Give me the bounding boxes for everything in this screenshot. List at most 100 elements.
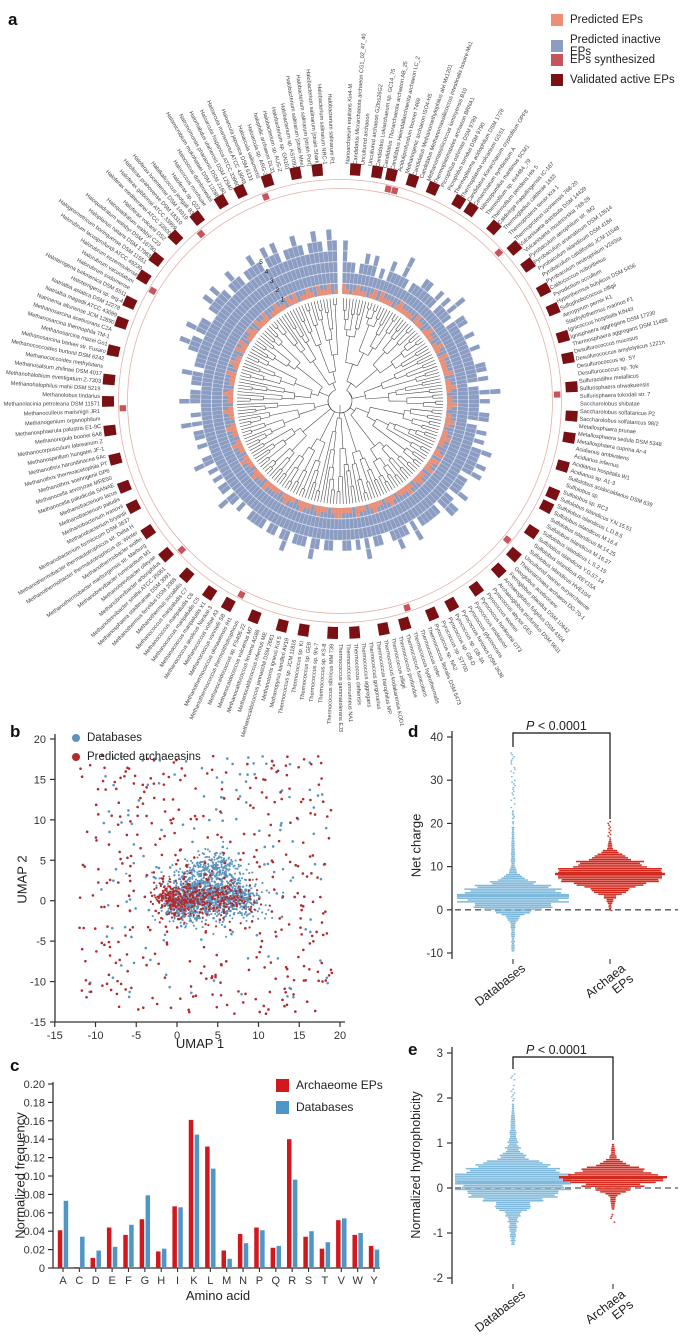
tick-label: 30 [430,775,443,787]
databases-dot-icon [72,734,80,742]
tick-label: I [176,1275,179,1287]
radial-tick-label: 2 [275,287,279,294]
tick-label: 15 [293,1030,305,1042]
tick-label: -10 [30,977,46,989]
species-label: Saccharolobus solfataricus P2 [579,408,656,418]
tick-label: -5 [131,1030,141,1042]
tick-label: -1 [433,1228,443,1240]
tick-label: 0.08 [24,1189,45,1201]
median-line [555,872,665,876]
panel-c-label: c [10,1056,20,1075]
tick-label: 10 [252,1030,264,1042]
radial-tick-label: 3 [270,278,274,285]
eps-synthesized-label: EPs synthesized [570,54,656,66]
species-label: Methanolobus tindarius [42,392,101,400]
tick-label: 0.06 [24,1208,45,1220]
median-line [457,893,569,897]
species-label: Methanolacinia petrolearia DSM 11571 [3,401,101,408]
tick-label: P [256,1275,263,1287]
tick-label: -10 [88,1030,104,1042]
tick-label: 20 [34,734,46,746]
tick-label: 0 [437,1183,443,1195]
species-label: Thermococcus sibiricus MM 739 [326,643,336,725]
phylo-tree [236,298,444,504]
umap-databases-label: Databases [87,732,142,744]
aa-legend-archaeome: Archaeome EPs [276,1078,383,1092]
aa-axes: 0.20 0.18 0.16 0.14 0.12 0.10 0.08 0.06 0.04 0.02… [24,1079,380,1287]
panel-e-label: e [408,1040,418,1059]
legend-item-validated-active: Validated active EPs [551,74,675,86]
tick-label: A [59,1275,67,1287]
eps-synthesized-swatch [551,54,563,66]
tick-label: -15 [47,1030,63,1042]
species-label: Sulfurisphaera tokodaii str. 7 [579,391,651,400]
tick-label: -5 [36,936,46,948]
legend-item-predicted-eps: Predicted EPs [551,14,643,26]
tick-label: M [222,1275,231,1287]
tick-label: 5 [40,855,46,867]
tick-label: F [125,1275,132,1287]
umap1-axis-label: UMAP 1 [175,1036,225,1051]
net-charge-swarm-0 [457,752,569,952]
species-label: Saccharolobus shibatae [579,401,640,408]
tick-label: Y [370,1275,378,1287]
tick-label: 10 [34,815,46,827]
species-label: Thermococcus gammatolerans EJ3 [337,644,343,732]
synthesized-ring [119,185,561,612]
hydrophobicity-bracket [512,1056,614,1140]
predicted-eps-label: Predicted EPs [570,14,643,26]
tick-label: 0 [40,896,46,908]
net-charge-axes: 40 30 20 10 0 -10 [426,731,678,964]
tick-label: 2 [437,1093,443,1105]
umap-legend-archaeasins: Predicted archaeasins [72,751,201,763]
panel-b-label: b [10,722,21,741]
umap-legend-databases: Databases [72,732,142,744]
tick-label: N [239,1275,247,1287]
net-charge-swarm-1 [555,820,665,912]
tick-label: 0 [174,1030,180,1042]
tick-label: 0.14 [24,1134,45,1146]
tick-label: 15 [34,774,46,786]
species-labels-layer: Nanoarchaeum equitans Kin4-M Candidatus M… [3,33,669,738]
net-charge-bracket [512,732,611,819]
tick-label: 1 [437,1138,443,1150]
legend-item-eps-synthesized: EPs synthesized [551,54,655,66]
aa-databases-swatch [276,1100,289,1114]
tick-label: 0.12 [24,1153,45,1165]
tick-label: 0.02 [24,1245,45,1257]
normalized-hydrophobicity-axis-label: Normalized hydrophobicity [409,1091,423,1239]
panel-a-label: a [8,10,18,29]
tick-label: Q [272,1275,281,1287]
tick-label: 0.18 [24,1097,45,1109]
umap-archaeasins-label: Predicted archaeasins [87,751,201,763]
tick-label: -10 [426,948,443,960]
tick-label: D [92,1275,100,1287]
archaeome-eps-swatch [276,1078,289,1092]
tick-label: 5 [215,1030,221,1042]
net-charge-axis-label: Net charge [408,813,424,878]
tick-label: 0.16 [24,1116,45,1128]
tick-label: T [322,1275,329,1287]
tick-label: G [141,1275,150,1287]
radial-tick-label: 5 [259,259,263,266]
tick-label: H [157,1275,165,1287]
umap-axes: 20 15 10 5 0 -5 -10 -15-15 -10 -5 0 5 10 15 20 [30,734,346,1042]
tick-label: -15 [30,1017,46,1029]
hydrophobicity-swarm-1 [559,1143,667,1223]
median-line [559,1176,667,1179]
predicted-eps-swatch [551,14,563,26]
tick-label: V [338,1275,346,1287]
pvalue-label-e: P < 0.0001 [526,1043,587,1057]
validated-active-label: Validated active EPs [570,74,675,86]
tick-label: 20 [334,1030,346,1042]
tick-label: S [305,1275,312,1287]
tick-label: 3 [437,1048,443,1060]
amino-acid-axis-label: Amino acid [185,1288,251,1303]
tick-label: 10 [430,862,443,874]
pvalue-label-d: P < 0.0001 [526,719,587,733]
species-label: Thermococcus sp. KS-8 [318,643,328,704]
tick-label: 40 [430,732,443,744]
